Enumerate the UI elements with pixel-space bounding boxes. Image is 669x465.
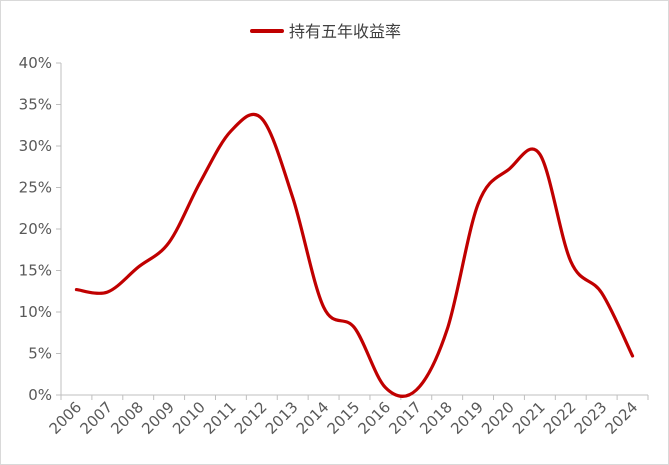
data-point-2010: [198, 181, 202, 185]
y-tick-label: 0%: [28, 386, 52, 404]
data-point-2015: [353, 326, 357, 330]
series-line: [74, 112, 635, 398]
data-point-2018: [445, 327, 449, 331]
data-point-2022: [569, 259, 573, 263]
x-tick-label: 2024: [602, 398, 642, 438]
x-tick-label: 2016: [354, 398, 394, 438]
y-tick-label: 35%: [19, 96, 52, 114]
data-point-2023: [600, 291, 604, 295]
x-tick-label: 2010: [169, 398, 209, 438]
data-point-2024: [631, 354, 635, 358]
y-tick-label: 15%: [19, 262, 52, 280]
x-tick-label: 2018: [416, 398, 456, 438]
data-point-2008: [136, 265, 140, 269]
y-tick-label: 25%: [19, 179, 52, 197]
x-tick-label: 2019: [447, 398, 487, 438]
y-tick-label: 30%: [19, 137, 52, 155]
data-point-2013: [291, 195, 295, 199]
y-tick-label: 20%: [19, 220, 52, 238]
legend-label: 持有五年收益率: [289, 22, 401, 41]
x-tick-label: 2017: [385, 398, 425, 438]
data-point-2019: [476, 202, 480, 206]
y-tick-label: 40%: [19, 54, 52, 72]
chart-legend: 持有五年收益率: [250, 22, 401, 41]
data-point-2017: [414, 388, 418, 392]
x-tick-label: 2015: [324, 398, 364, 438]
x-tick-label: 2007: [76, 398, 116, 438]
x-tick-label: 2009: [138, 398, 178, 438]
data-point-2014: [322, 305, 326, 309]
data-point-2011: [229, 129, 233, 133]
data-point-2020: [507, 167, 511, 171]
data-point-2016: [383, 386, 387, 390]
x-tick-label: 2013: [262, 398, 302, 438]
x-tick-label: 2020: [478, 398, 518, 438]
data-point-2009: [167, 240, 171, 244]
y-tick-label: 10%: [19, 303, 52, 321]
x-tick-label: 2023: [571, 398, 611, 438]
x-tick-label: 2006: [46, 398, 86, 438]
data-point-2007: [105, 290, 109, 294]
x-tick-label: 2014: [293, 398, 333, 438]
data-point-2012: [260, 117, 264, 121]
x-tick-label: 2021: [509, 398, 549, 438]
x-axis-ticks: 2006200720082009201020112012201320142015…: [46, 395, 649, 438]
x-tick-label: 2008: [107, 398, 147, 438]
x-tick-label: 2022: [540, 398, 580, 438]
data-point-2006: [74, 288, 78, 292]
y-axis-ticks: 0% 5% 10% 15% 20% 25% 30% 35% 40%: [19, 54, 61, 404]
y-tick-label: 5%: [28, 345, 52, 363]
data-point-2021: [538, 152, 542, 156]
x-tick-label: 2011: [200, 398, 240, 438]
x-tick-label: 2012: [231, 398, 271, 438]
